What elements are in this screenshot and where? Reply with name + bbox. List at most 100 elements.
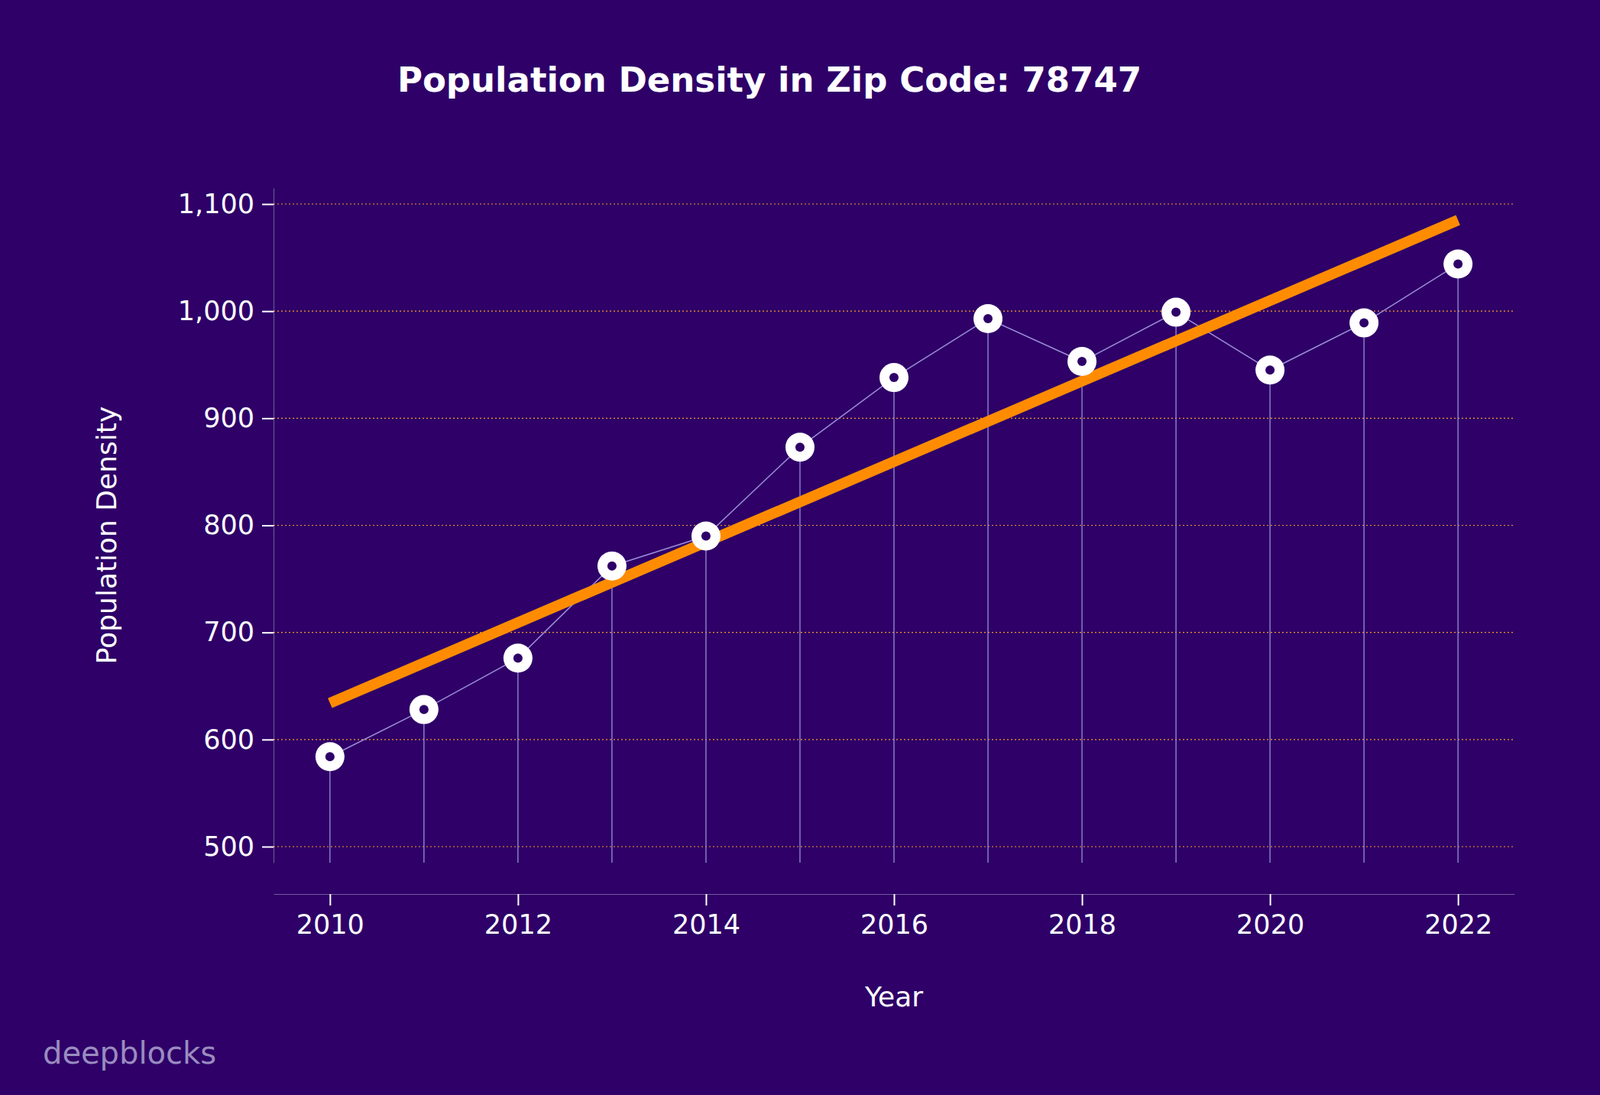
x-tick-label: 2016 (860, 909, 929, 940)
marker (503, 643, 533, 673)
x-tick: 2020 (1236, 893, 1305, 940)
marker (409, 695, 439, 725)
stem (705, 536, 707, 863)
y-tick-mark (262, 631, 274, 634)
marker-center (701, 531, 711, 541)
y-tick-mark (262, 524, 274, 527)
y-tick: 1,100 (178, 188, 274, 220)
x-tick-mark (1457, 893, 1460, 906)
stem (1457, 264, 1459, 863)
marker-ring (1161, 297, 1191, 328)
y-tick-mark (262, 417, 274, 420)
stem (799, 446, 800, 863)
x-tick: 2010 (296, 893, 365, 940)
x-tick: 2022 (1424, 893, 1493, 940)
y-tick-label: 600 (203, 724, 255, 755)
stem (517, 657, 519, 863)
x-axis-title: Year (864, 981, 924, 1013)
x-tick-mark (705, 893, 707, 906)
x-axis: 2010 2012 2014 2016 2018 2020 2022 (274, 893, 1516, 940)
marker-ring (1067, 346, 1097, 376)
y-tick-mark (262, 310, 274, 313)
x-tick-mark (1269, 893, 1272, 906)
x-tick-label: 2014 (672, 909, 741, 940)
y-tick-mark (262, 204, 274, 206)
x-tick-mark (1081, 893, 1084, 906)
marker-center (1453, 259, 1463, 269)
stem (893, 377, 894, 863)
marker (597, 551, 627, 581)
marker-ring (785, 432, 815, 462)
y-tick-mark (262, 845, 274, 848)
x-tick-mark (517, 893, 519, 906)
y-tick-label: 1,100 (178, 188, 255, 220)
marker-ring (315, 741, 345, 771)
y-tick-mark (262, 738, 274, 741)
marker-ring (1349, 308, 1379, 338)
x-tick: 2012 (484, 893, 553, 940)
x-tick-label: 2010 (296, 909, 365, 940)
stem (1081, 361, 1082, 863)
marker (1067, 346, 1097, 376)
x-tick-mark (329, 893, 331, 906)
background (0, 0, 1600, 1095)
marker-center (513, 653, 523, 663)
stem (611, 566, 613, 863)
marker (1349, 308, 1379, 338)
y-axis-title: Population Density (90, 406, 123, 664)
marker-center (607, 561, 617, 571)
marker (785, 432, 815, 462)
y-axis-line (273, 188, 275, 864)
marker (315, 741, 345, 771)
y-tick-label: 700 (203, 616, 255, 648)
chart: 5006007008009001,0001,100201020122014201… (0, 0, 1600, 1095)
stem (1175, 312, 1176, 863)
x-tick-label: 2018 (1048, 909, 1117, 940)
plot-area (315, 220, 1473, 863)
marker-ring (691, 521, 721, 551)
y-tick: 700 (203, 616, 274, 648)
marker-center (1077, 356, 1087, 366)
marker (691, 521, 721, 551)
y-tick-label: 800 (203, 509, 255, 541)
marker-center (1171, 307, 1181, 318)
marker (1255, 355, 1285, 385)
grid-line (273, 203, 1515, 205)
y-tick: 500 (203, 831, 274, 862)
y-tick: 600 (203, 724, 274, 755)
x-tick: 2016 (860, 893, 929, 940)
data-line (330, 264, 1458, 758)
trend-line (330, 220, 1458, 703)
marker-ring (1255, 355, 1285, 385)
x-tick-label: 2020 (1236, 909, 1305, 940)
y-tick-label: 1,000 (178, 295, 255, 327)
x-tick: 2018 (1048, 893, 1117, 940)
y-tick-label: 900 (203, 402, 255, 434)
stem (329, 756, 331, 863)
stem (987, 318, 988, 863)
marker-center (1359, 318, 1369, 328)
marker-ring (1443, 249, 1473, 279)
marker-center (889, 372, 899, 383)
marker-center (1265, 365, 1275, 375)
stem (423, 709, 425, 863)
y-tick: 1,000 (178, 295, 274, 327)
marker-ring (503, 643, 533, 673)
y-axis: 500 600 700 800 900 1,000 1,100 (178, 188, 275, 864)
x-tick-mark (893, 893, 896, 906)
marker-center (983, 314, 993, 324)
marker-ring (973, 304, 1003, 334)
y-tick-label: 500 (203, 831, 255, 862)
marker-center (325, 751, 335, 762)
marker (973, 304, 1003, 334)
title: Population Density in Zip Code: 78747 (397, 59, 1142, 101)
marker (1443, 249, 1473, 279)
stem (1269, 369, 1270, 863)
x-tick-label: 2022 (1424, 909, 1493, 940)
marker-center (795, 442, 805, 452)
grid-line (273, 310, 1515, 312)
watermark: deepblocks (42, 1035, 217, 1071)
marker-ring (409, 695, 439, 725)
stem (1363, 323, 1365, 863)
marker-ring (597, 551, 627, 581)
